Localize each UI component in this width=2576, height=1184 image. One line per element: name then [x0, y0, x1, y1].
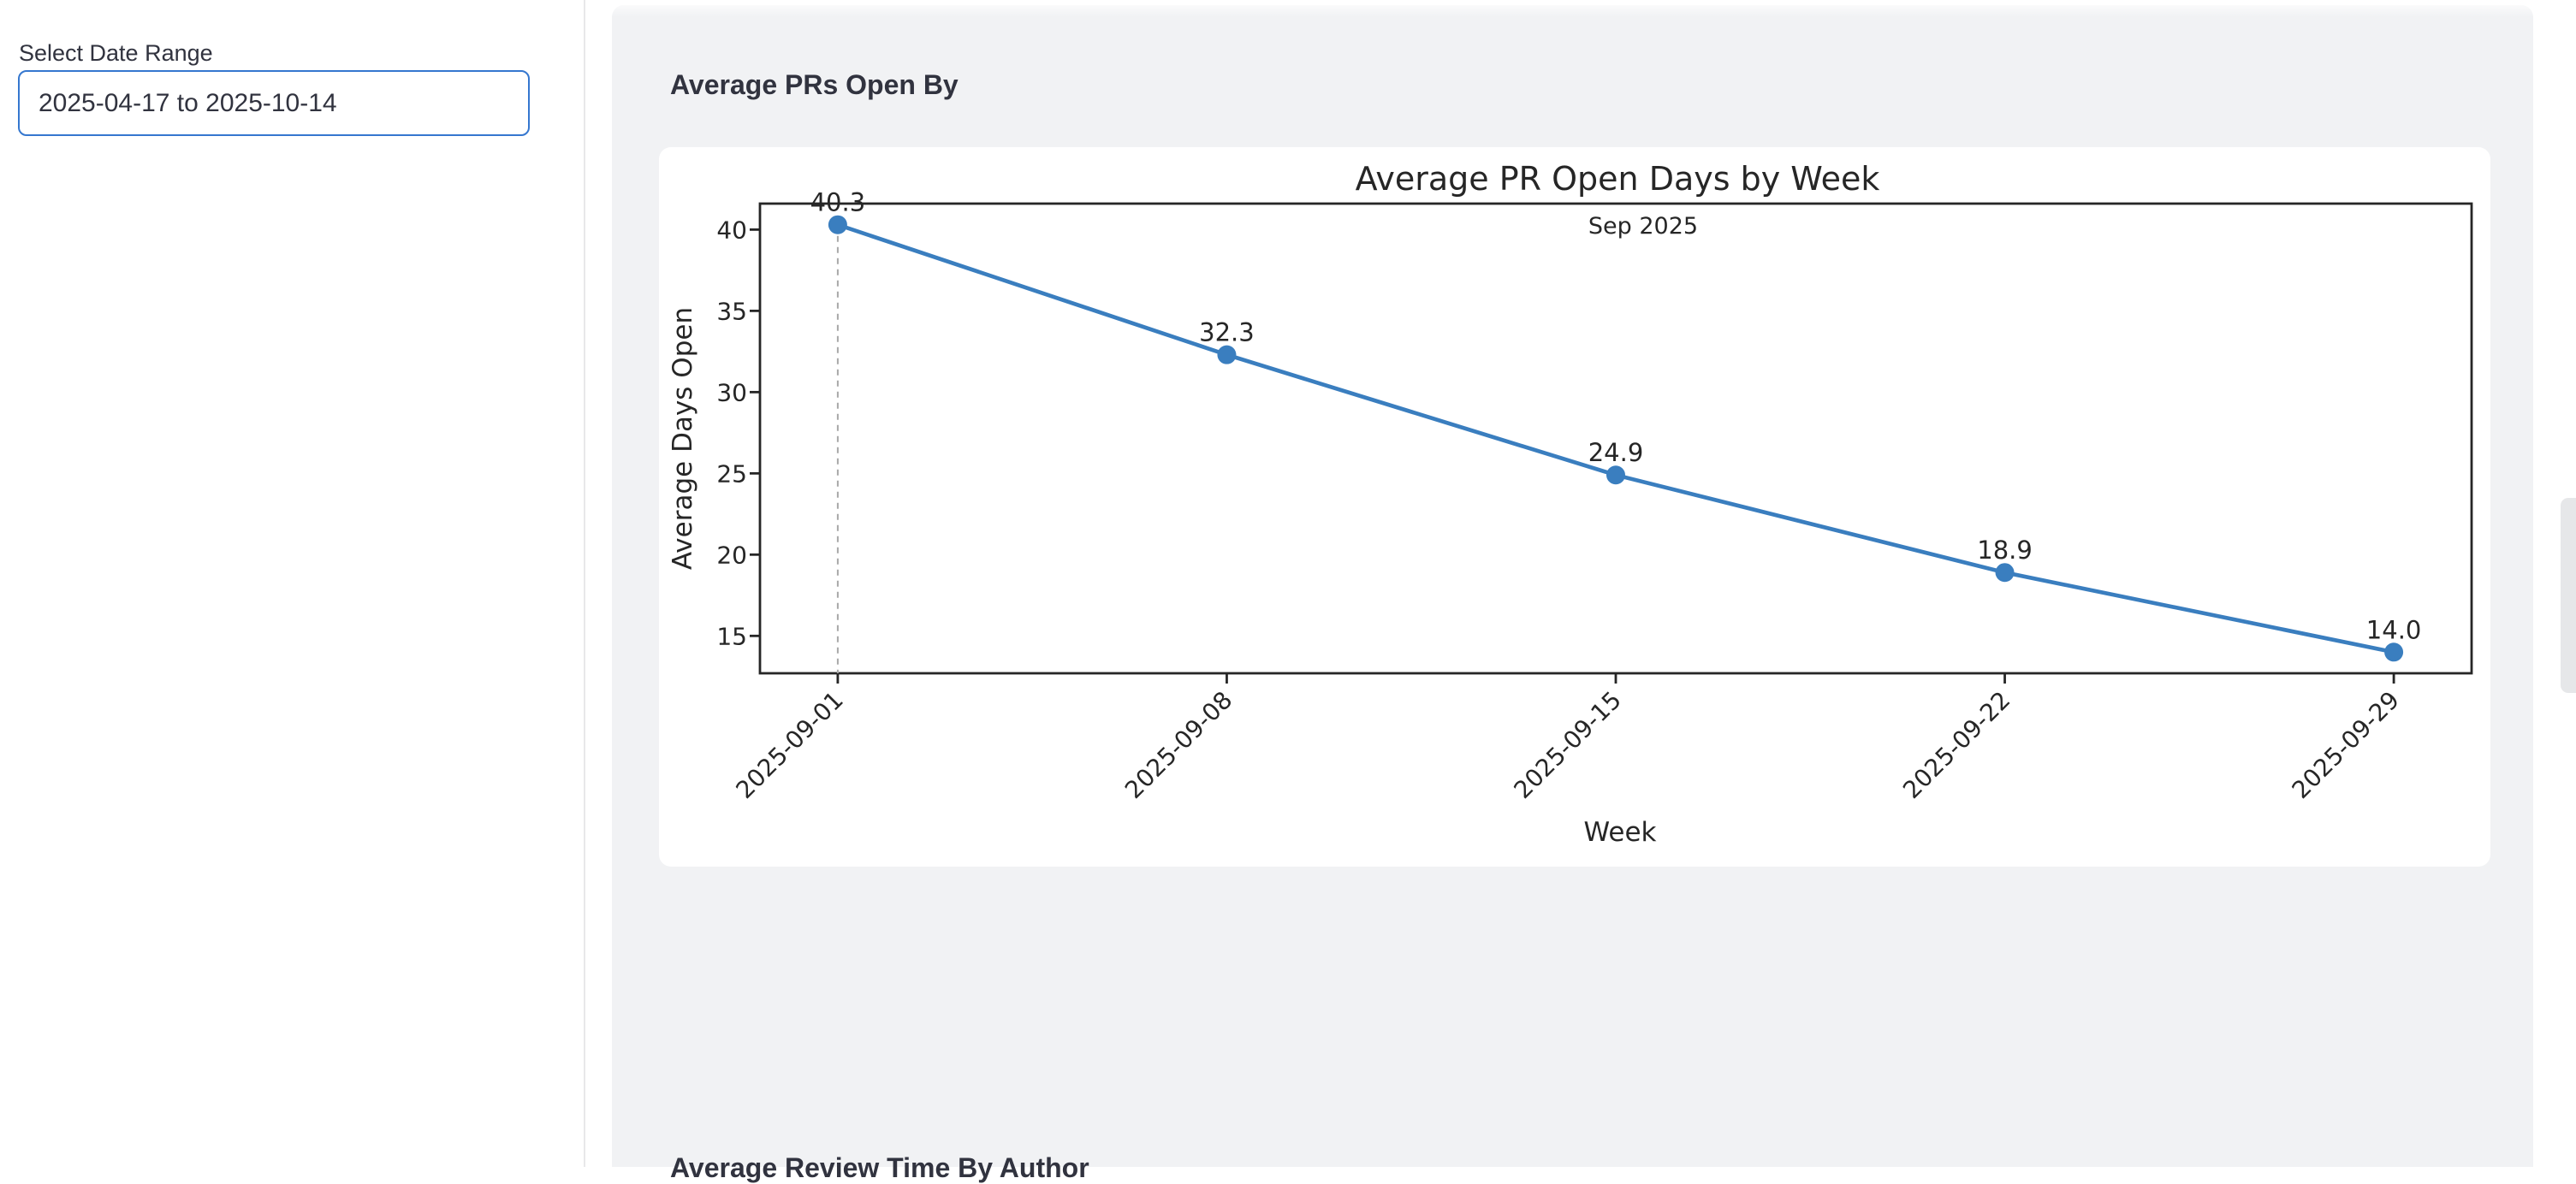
month-annotation: Sep 2025	[1588, 213, 1698, 240]
y-tick-label: 30	[716, 378, 747, 406]
x-tick-label: 2025-09-15	[1509, 686, 1627, 804]
x-tick-label: 2025-09-22	[1897, 686, 2015, 804]
y-tick-label: 20	[716, 541, 747, 569]
section-heading-avg-prs-open: Average PRs Open By	[670, 69, 959, 100]
x-axis-label: Week	[1584, 817, 1657, 848]
section-heading-avg-review-time: Average Review Time By Author	[670, 1152, 1089, 1183]
data-label: 18.9	[1977, 536, 2033, 565]
data-point	[1995, 563, 2015, 583]
y-axis-label: Average Days Open	[668, 307, 698, 570]
chart-card: 40.3 32.3 24.9 18.9 14.0 40 35 30 25 20 15 2025-09-…	[659, 147, 2490, 867]
chart-title: Average PR Open Days by Week	[1356, 160, 1880, 198]
data-point	[2384, 642, 2404, 662]
y-tick-label: 25	[716, 459, 747, 488]
data-point	[1606, 465, 1625, 485]
y-tick-label: 40	[716, 216, 747, 244]
data-point	[828, 215, 847, 234]
sidebar: Select Date Range	[0, 0, 585, 1167]
date-range-label: Select Date Range	[19, 40, 213, 66]
data-label: 14.0	[2366, 615, 2422, 644]
data-label: 24.9	[1588, 438, 1644, 467]
date-range-input[interactable]	[18, 70, 530, 136]
scrollbar-thumb[interactable]	[2561, 498, 2576, 693]
x-tick-label: 2025-09-08	[1119, 686, 1238, 804]
y-tick-label: 35	[716, 297, 747, 325]
pr-open-days-chart: 40.3 32.3 24.9 18.9 14.0 40 35 30 25 20 15 2025-09-…	[668, 160, 2473, 848]
x-tick-label: 2025-09-01	[730, 686, 848, 804]
data-label: 40.3	[810, 188, 866, 217]
x-tick-label: 2025-09-29	[2287, 686, 2405, 804]
y-tick-label: 15	[716, 622, 747, 650]
data-point	[1217, 345, 1237, 364]
data-label: 32.3	[1199, 318, 1255, 347]
